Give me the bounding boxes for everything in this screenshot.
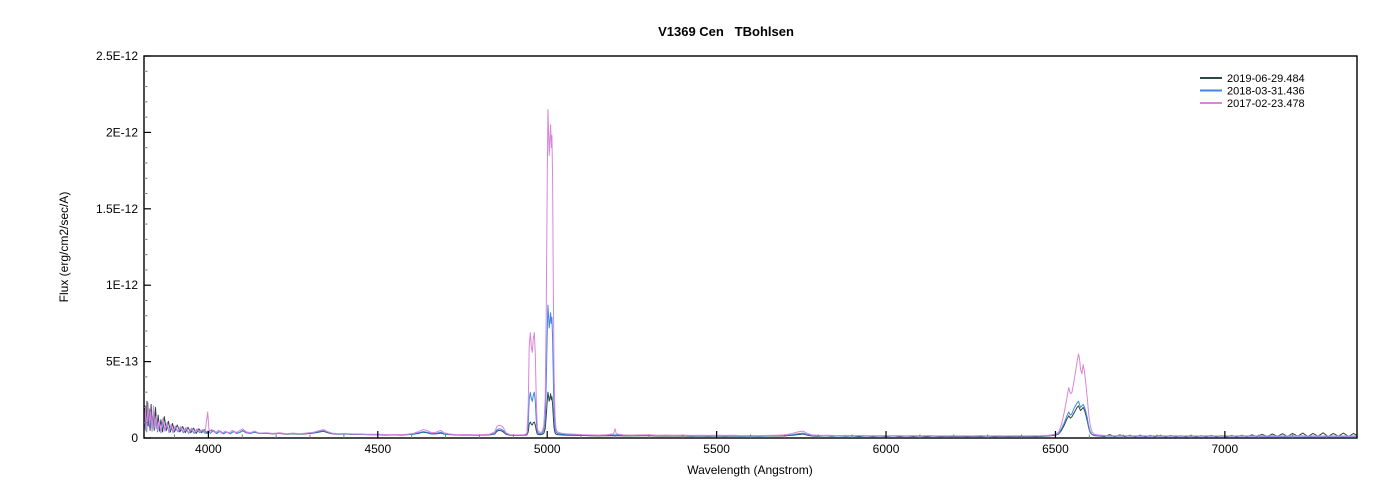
y-tick-label: 1E-12 xyxy=(106,278,138,292)
spectrum-trace-2018-03-31.436 xyxy=(143,304,1358,437)
y-tick-label: 2.5E-12 xyxy=(96,49,138,63)
x-tick-label: 6000 xyxy=(873,442,900,456)
chart-title: V1369 Cen TBohlsen xyxy=(658,24,794,39)
legend-label: 2019-06-29.484 xyxy=(1227,73,1305,85)
y-tick-label: 0 xyxy=(131,431,138,445)
legend-label: 2017-02-23.478 xyxy=(1227,98,1305,110)
x-tick-label: 6500 xyxy=(1042,442,1069,456)
legend-label: 2018-03-31.436 xyxy=(1227,86,1305,98)
spectrum-trace-2019-06-29.484 xyxy=(143,391,1358,438)
y-tick-label: 2E-12 xyxy=(106,125,138,139)
x-tick-label: 4500 xyxy=(364,442,391,456)
x-axis-label: Wavelength (Angstrom) xyxy=(687,463,813,477)
y-tick-label: 1.5E-12 xyxy=(96,202,138,216)
y-axis-label: Flux (erg/cm2/sec/A) xyxy=(57,192,71,303)
y-tick-label: 5E-13 xyxy=(106,355,138,369)
plot-border xyxy=(143,55,1358,439)
x-tick-label: 4000 xyxy=(195,442,222,456)
x-tick-label: 5000 xyxy=(534,442,561,456)
x-tick-label: 5500 xyxy=(703,442,730,456)
x-tick-label: 7000 xyxy=(1212,442,1239,456)
spectrum-trace-2017-02-23.478 xyxy=(143,109,1358,437)
plot-area: 4000 4500 5000 5500 6000 6500 7000 0 5E-13 1E-12 1… xyxy=(96,49,1358,456)
